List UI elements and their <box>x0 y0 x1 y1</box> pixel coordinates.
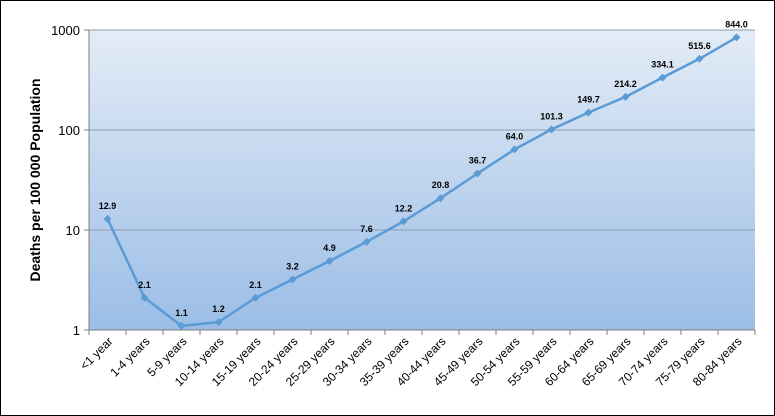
y-tick-label: 100 <box>58 123 80 138</box>
data-label: 20.8 <box>432 180 450 190</box>
data-label: 3.2 <box>286 261 299 271</box>
data-point <box>177 321 186 330</box>
data-point <box>584 108 593 117</box>
data-label: 36.7 <box>469 156 487 166</box>
data-label: 1.1 <box>175 308 188 318</box>
series-markers <box>103 33 741 330</box>
data-point <box>362 237 371 246</box>
y-axis-label: Deaths per 100 000 Population <box>27 78 43 281</box>
data-point <box>288 275 297 284</box>
x-tick-label: 1-4 years <box>107 334 152 379</box>
data-point <box>103 214 112 223</box>
data-label: 12.2 <box>395 203 413 213</box>
data-point <box>140 293 149 302</box>
data-point <box>621 92 630 101</box>
data-point <box>547 125 556 134</box>
data-point <box>510 145 519 154</box>
data-point <box>695 54 704 63</box>
data-label: 2.1 <box>249 280 262 290</box>
data-label: 64.0 <box>506 131 524 141</box>
data-point <box>251 293 260 302</box>
data-label: 844.0 <box>725 19 748 29</box>
data-label: 334.1 <box>651 60 674 70</box>
data-point <box>658 73 667 82</box>
y-tick-label: 1000 <box>51 23 80 38</box>
data-point <box>732 33 741 42</box>
data-label: 12.9 <box>99 201 117 211</box>
data-label: 515.6 <box>688 41 711 51</box>
data-label: 7.6 <box>360 224 373 234</box>
y-axis-ticks: 1 10 100 1000 <box>51 23 90 338</box>
plot-area <box>89 30 755 330</box>
data-label: 2.1 <box>138 280 151 290</box>
data-point <box>325 256 334 265</box>
data-point <box>473 169 482 178</box>
data-label: 214.2 <box>614 79 637 89</box>
data-label: 101.3 <box>540 111 563 121</box>
data-label: 4.9 <box>323 243 336 253</box>
data-point <box>436 194 445 203</box>
y-tick-label: 1 <box>73 323 80 338</box>
data-label: 1.2 <box>212 304 225 314</box>
series-line <box>106 36 738 328</box>
data-label: 149.7 <box>577 94 600 104</box>
y-tick-label: 10 <box>66 223 80 238</box>
data-labels: 12.9 2.1 1.1 1.2 2.1 3.2 4.9 7.6 12.2 20.8 36.7 64.… <box>99 19 748 317</box>
data-point <box>399 217 408 226</box>
data-point <box>214 318 223 327</box>
